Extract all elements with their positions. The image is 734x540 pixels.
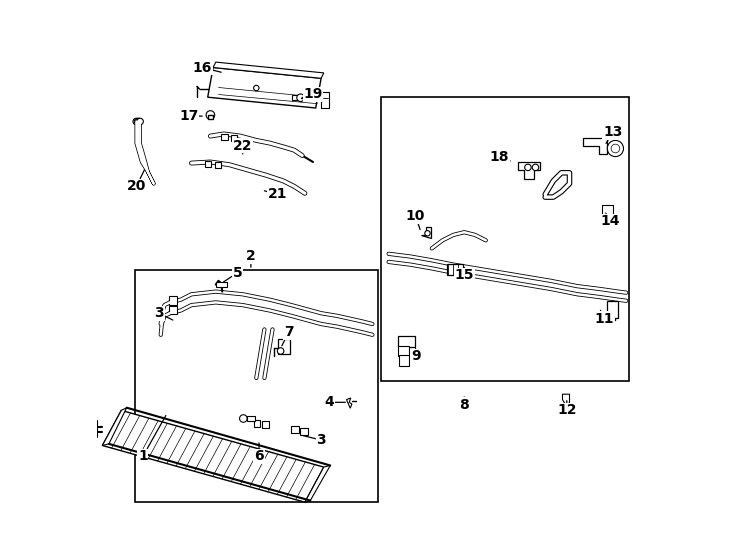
- Circle shape: [254, 85, 259, 91]
- Bar: [262, 421, 269, 428]
- Circle shape: [297, 94, 305, 102]
- Polygon shape: [316, 92, 330, 108]
- Bar: [208, 115, 213, 119]
- Circle shape: [611, 144, 619, 153]
- Text: 17: 17: [179, 109, 203, 123]
- Text: 14: 14: [600, 213, 619, 228]
- Text: 1: 1: [138, 415, 166, 463]
- Text: 15: 15: [454, 267, 474, 282]
- Polygon shape: [346, 398, 352, 408]
- Text: 13: 13: [603, 125, 622, 144]
- Bar: [291, 426, 299, 433]
- Text: 3: 3: [302, 433, 326, 447]
- Text: 10: 10: [406, 209, 425, 230]
- Circle shape: [277, 348, 284, 354]
- Polygon shape: [562, 394, 570, 406]
- Bar: [205, 161, 211, 167]
- Circle shape: [136, 118, 142, 125]
- Text: 7: 7: [282, 325, 294, 346]
- Text: 4: 4: [324, 395, 345, 409]
- Text: 2: 2: [246, 249, 255, 267]
- Circle shape: [134, 118, 141, 125]
- Polygon shape: [518, 162, 539, 179]
- Polygon shape: [583, 138, 607, 154]
- Text: 21: 21: [264, 187, 288, 201]
- Bar: [399, 336, 415, 347]
- Text: 16: 16: [192, 60, 221, 75]
- Bar: [247, 416, 255, 421]
- Circle shape: [425, 231, 430, 236]
- Text: 6: 6: [254, 443, 264, 463]
- Text: 9: 9: [411, 348, 421, 363]
- Polygon shape: [103, 410, 324, 502]
- Text: 20: 20: [127, 170, 146, 193]
- Bar: [607, 301, 618, 318]
- Text: 22: 22: [233, 139, 252, 154]
- Bar: [399, 346, 409, 356]
- Text: 11: 11: [595, 310, 614, 326]
- Text: 8: 8: [459, 397, 469, 412]
- Bar: [292, 95, 301, 100]
- Polygon shape: [208, 68, 321, 108]
- Polygon shape: [213, 62, 324, 78]
- Circle shape: [525, 164, 531, 171]
- Bar: [215, 162, 221, 168]
- Bar: [231, 135, 237, 141]
- Text: 12: 12: [557, 401, 576, 417]
- Circle shape: [239, 415, 247, 422]
- Bar: [169, 296, 177, 305]
- Bar: [169, 306, 177, 314]
- Polygon shape: [305, 465, 330, 502]
- Circle shape: [133, 118, 139, 125]
- Circle shape: [607, 140, 623, 157]
- Bar: [447, 264, 463, 275]
- Polygon shape: [421, 227, 431, 238]
- Text: 18: 18: [490, 150, 510, 164]
- Polygon shape: [103, 408, 127, 445]
- Circle shape: [532, 164, 539, 171]
- Circle shape: [206, 111, 215, 119]
- Text: 19: 19: [302, 87, 323, 102]
- Text: 3: 3: [154, 306, 172, 320]
- Bar: [216, 282, 227, 287]
- Bar: [278, 339, 290, 354]
- Bar: [221, 134, 228, 140]
- Bar: [254, 420, 260, 427]
- Bar: [380, 97, 629, 381]
- Bar: [300, 428, 308, 435]
- Polygon shape: [602, 205, 613, 221]
- Text: 5: 5: [224, 266, 242, 282]
- Circle shape: [137, 118, 143, 125]
- Bar: [399, 355, 409, 366]
- Bar: [135, 270, 378, 502]
